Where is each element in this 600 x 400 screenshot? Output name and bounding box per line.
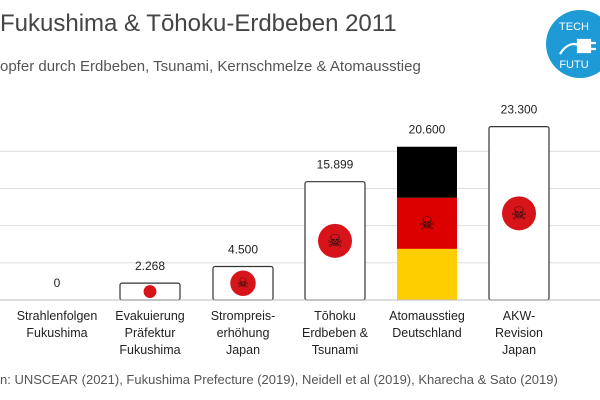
chart-title: Fukushima & Tōhoku-Erdbeben 2011 <box>0 10 397 37</box>
category-label: Strompreis- <box>211 309 276 323</box>
japan-sun-disc <box>502 196 536 231</box>
japan-sun-disc <box>143 285 157 298</box>
logo-top-text: TECH <box>559 21 589 33</box>
value-label: 2.268 <box>135 259 165 273</box>
category-label: Japan <box>226 343 260 357</box>
category-label: Präfektur <box>125 326 176 340</box>
value-label: 15.899 <box>317 158 354 172</box>
value-label: 20.600 <box>409 123 446 137</box>
category-label: Japan <box>502 343 536 357</box>
skull-icon: ☠ <box>237 276 249 291</box>
category-label: Strahlenfolgen <box>17 309 98 323</box>
category-label: Evakuierung <box>115 309 185 323</box>
skull-icon: ☠ <box>327 231 343 251</box>
category-label: Fukushima <box>119 343 180 357</box>
category-label: Tōhoku <box>314 309 356 323</box>
value-label: 23.300 <box>501 103 538 117</box>
value-label: 4.500 <box>228 243 258 257</box>
source-note: n: UNSCEAR (2021), Fukushima Prefecture … <box>0 372 558 387</box>
bar-stripe-red <box>397 197 457 249</box>
category-label: Deutschland <box>392 326 462 340</box>
chart-subtitle: opfer durch Erdbeben, Tsunami, Kernschme… <box>0 58 421 75</box>
bar-stripe-black <box>397 146 457 198</box>
value-label: 0 <box>54 276 61 290</box>
category-label: erhöhung <box>217 326 270 340</box>
skull-icon: ☠ <box>511 203 527 223</box>
skull-icon: ☠ <box>419 213 435 233</box>
japan-sun-disc <box>318 223 352 258</box>
bar-stripe-gold <box>397 248 457 300</box>
category-label: Tsunami <box>312 343 359 357</box>
japan-sun-disc <box>230 270 256 296</box>
techfutu-logo-badge: TECH FUTU <box>540 8 600 80</box>
category-label: Erdbeben & <box>302 326 369 340</box>
category-label: Atomausstieg <box>389 309 465 323</box>
plug-icon <box>559 38 596 55</box>
logo-bottom-text: FUTU <box>559 59 588 71</box>
category-label: Fukushima <box>26 326 87 340</box>
category-label: Revision <box>495 326 543 340</box>
category-label: AKW- <box>503 309 535 323</box>
